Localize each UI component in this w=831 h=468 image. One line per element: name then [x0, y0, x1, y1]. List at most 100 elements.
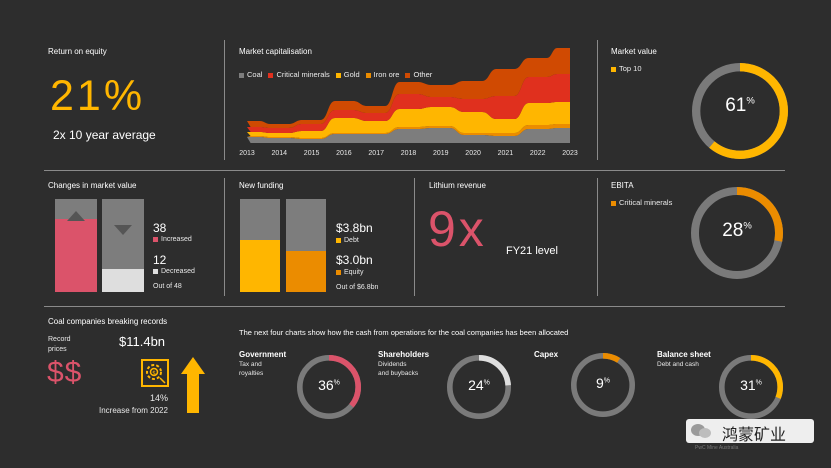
x-tick-label: 2022	[530, 150, 546, 157]
donut-value-arc	[297, 355, 361, 419]
legend-swatch	[239, 72, 244, 78]
donut-value-arc	[447, 355, 511, 419]
x-tick-label: 2023	[562, 150, 578, 157]
watermark: 鸿蒙矿业	[686, 419, 814, 444]
market-value-title: Market value	[611, 47, 657, 56]
equity-fill	[286, 251, 326, 292]
footer-text: PwC Mine Australia	[695, 445, 739, 451]
capex-donut	[571, 353, 635, 417]
balance-sheet-percent: 31%	[718, 377, 784, 393]
legend-swatch	[611, 66, 616, 72]
legend-label: Coal	[247, 70, 263, 79]
x-tick-label: 2016	[336, 150, 352, 157]
ebita-title: EBITA	[611, 181, 634, 190]
donut-value-arc	[719, 355, 783, 419]
coal-amount: $11.4bn	[119, 334, 166, 349]
new-funding-title: New funding	[239, 181, 284, 190]
col-divider-1	[224, 40, 225, 160]
x-tick-label: 2021	[498, 150, 514, 157]
col-divider-3	[224, 178, 225, 296]
roe-subtitle: 2x 10 year average	[53, 128, 156, 142]
area-series-other	[247, 48, 570, 128]
balance-sheet-percent-symbol: %	[755, 379, 762, 387]
increase-percent: 14%	[150, 393, 169, 403]
debt-value: $3.8bn	[336, 221, 373, 235]
lithium-title: Lithium revenue	[429, 181, 486, 190]
market-cap-legend: Coal Critical minerals Gold Iron ore Other	[239, 64, 438, 82]
increased-bar	[55, 199, 97, 292]
ebita-donut	[690, 186, 784, 280]
decreased-bar	[102, 199, 144, 292]
legend-item: Other	[405, 70, 432, 79]
row-divider-1	[44, 170, 785, 171]
ebita-legend: Critical minerals	[611, 198, 672, 207]
area-series-critical-minerals	[247, 74, 570, 133]
ebita-percent-symbol: %	[743, 220, 752, 232]
area-series-iron-ore	[247, 124, 570, 139]
legend-swatch	[336, 269, 341, 275]
increased-count: 38	[153, 221, 167, 235]
legend-label: Other	[413, 70, 433, 79]
col-divider-4	[414, 178, 415, 296]
equity-bar	[286, 199, 326, 292]
legend-label: Top 10	[619, 64, 642, 73]
roe-title: Return on equity	[48, 47, 107, 56]
legend-label: Critical minerals	[276, 70, 330, 79]
legend-swatch	[153, 268, 158, 274]
legend-label: Iron ore	[373, 70, 400, 79]
balance-sheet-donut	[719, 355, 783, 419]
debt-bar	[240, 199, 280, 292]
legend-swatch	[405, 72, 411, 78]
coal-records-title: Coal companies breaking records	[48, 317, 168, 326]
government-percent-number: 36	[318, 377, 334, 393]
ebita-percent: 28%	[690, 220, 784, 242]
arrow-down-icon	[114, 225, 132, 235]
donut-value-arc	[690, 186, 784, 280]
x-tick-label: 2018	[401, 150, 417, 157]
shareholders-donut	[447, 355, 511, 419]
donut-value-arc	[571, 353, 635, 417]
x-tick-label: 2020	[465, 150, 481, 157]
shareholders-title: Shareholders	[378, 350, 430, 359]
decreased-count: 12	[153, 253, 167, 267]
market-value-percent-number: 61	[725, 95, 747, 116]
market-value-percent: 61%	[691, 95, 789, 117]
balance-sheet-title: Balance sheet	[657, 350, 711, 359]
allocation-intro: The next four charts show how the cash f…	[239, 328, 569, 337]
area-series-coal	[247, 128, 570, 143]
legend-swatch	[336, 237, 341, 243]
legend-label: Critical minerals	[619, 198, 673, 207]
equity-legend: Equity	[336, 269, 363, 276]
changes-title: Changes in market value	[48, 181, 137, 190]
equity-label: Equity	[344, 269, 364, 276]
lithium-subtitle: FY21 level	[506, 245, 558, 257]
legend-item: Gold	[335, 70, 360, 79]
decreased-label: Decreased	[161, 268, 195, 275]
decreased-fill	[102, 268, 144, 292]
col-divider-2	[597, 40, 598, 160]
x-tick-label: 2019	[433, 150, 449, 157]
equity-value: $3.0bn	[336, 253, 373, 267]
shareholders-sub: Dividends and buybacks	[378, 361, 419, 377]
market-value-donut	[692, 63, 788, 159]
money-gear-icon: $	[141, 359, 169, 387]
increased-fill	[55, 218, 97, 292]
capex-percent-symbol: %	[603, 377, 611, 385]
debt-fill	[240, 239, 280, 292]
legend-swatch	[335, 72, 341, 78]
market-value-legend: Top 10	[611, 64, 642, 73]
legend-swatch	[153, 236, 158, 242]
government-percent-symbol: %	[333, 379, 340, 387]
legend-swatch	[365, 72, 371, 78]
legend-item: Coal	[239, 70, 262, 79]
legend-swatch	[268, 72, 274, 78]
market-cap-title: Market capitalisation	[239, 47, 312, 56]
government-percent: 36%	[296, 377, 362, 393]
record-prices-label: Record prices	[48, 336, 71, 353]
debt-label: Debt	[344, 237, 359, 244]
col-divider-5	[597, 178, 598, 296]
legend-label: Gold	[343, 70, 360, 79]
government-title: Government	[239, 350, 287, 359]
legend-swatch	[611, 200, 616, 206]
government-sub: Tax and royalties	[239, 361, 264, 377]
